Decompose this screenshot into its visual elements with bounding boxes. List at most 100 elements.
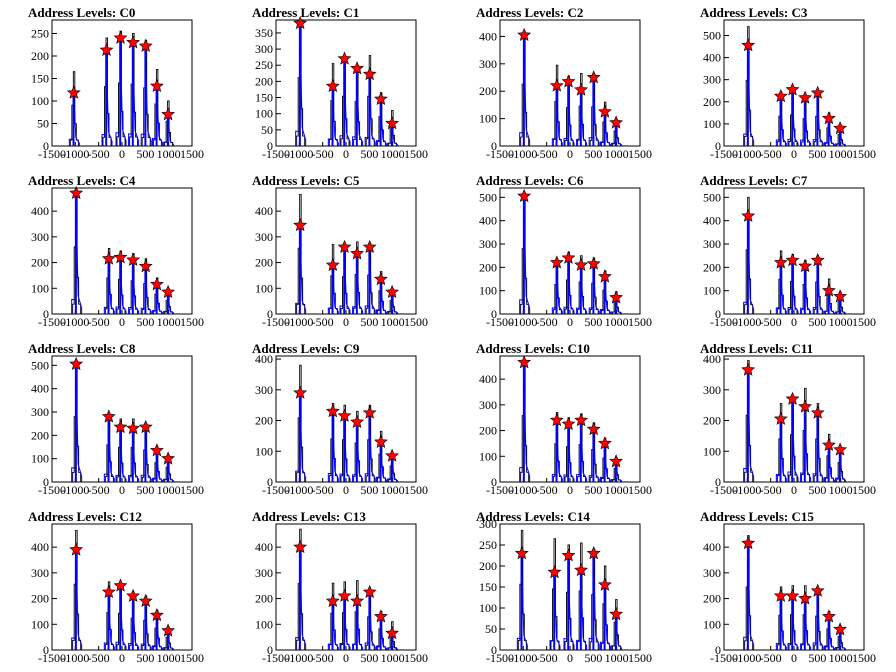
x-tick-label: 500 <box>360 483 378 497</box>
peak-marker <box>810 253 825 267</box>
chart-panel-7: Address Levels: C70100200300400500-1500-… <box>700 173 876 329</box>
x-tick-label: 0 <box>119 651 125 665</box>
peak-marker <box>798 399 813 413</box>
peak-marker <box>149 277 164 291</box>
x-tick-label: 1000 <box>829 651 853 665</box>
x-tick-label: 500 <box>808 651 826 665</box>
y-tick-label: 400 <box>255 540 273 554</box>
x-tick-label: 1000 <box>605 315 629 329</box>
histogram-trace <box>141 258 151 314</box>
histogram-trace <box>365 55 375 146</box>
chart-panel-4: Address Levels: C4 0 100 200 300 400 -1500-100… <box>28 173 204 329</box>
y-tick-label: 300 <box>703 73 721 87</box>
y-tick-label: 400 <box>255 352 273 366</box>
peak-marker <box>337 408 352 422</box>
y-tick-label: 300 <box>479 57 497 71</box>
y-tick-label: 0 <box>43 475 49 489</box>
x-tick-label: 0 <box>343 315 349 329</box>
x-tick-label: -1500 <box>486 483 514 497</box>
x-tick-label: 0 <box>567 147 573 161</box>
x-tick-label: -500 <box>536 483 558 497</box>
peak-marker <box>101 584 116 599</box>
peak-marker <box>126 421 141 435</box>
x-tick-label: 1000 <box>381 651 405 665</box>
peak-marker <box>609 115 624 129</box>
y-tick-label: 0 <box>491 643 497 657</box>
peak-marker <box>161 451 176 465</box>
x-tick-label: -1500 <box>38 147 66 161</box>
x-tick-label: 1000 <box>157 483 181 497</box>
x-tick-label: -1500 <box>710 315 738 329</box>
chart-panel-6: Address Levels: C60100200300400500-1500-… <box>476 173 652 329</box>
y-tick-label: 200 <box>31 49 49 63</box>
peak-marker <box>517 188 532 203</box>
histogram-trace <box>340 581 350 650</box>
x-tick-label: -1000 <box>285 651 313 665</box>
peak-marker <box>101 251 116 265</box>
histogram-trace <box>744 196 754 314</box>
x-tick-label: -500 <box>760 483 782 497</box>
peak-marker <box>385 448 400 462</box>
x-tick-label: 0 <box>567 315 573 329</box>
x-tick-label: -500 <box>312 483 334 497</box>
x-tick-label: -1000 <box>285 483 313 497</box>
y-tick-label: 400 <box>255 204 273 218</box>
peak-marker <box>561 548 576 562</box>
peak-marker <box>138 593 153 608</box>
y-tick-label: 100 <box>479 601 497 615</box>
x-tick-label: 1000 <box>157 651 181 665</box>
histogram-trace <box>296 528 306 650</box>
peak-marker <box>293 15 308 30</box>
x-tick-label: -500 <box>760 651 782 665</box>
y-tick-label: 400 <box>703 540 721 554</box>
peak-marker <box>586 256 601 270</box>
x-tick-label: 0 <box>791 651 797 665</box>
x-tick-label: 500 <box>136 147 154 161</box>
y-tick-label: 100 <box>479 112 497 126</box>
y-tick-label: 0 <box>491 307 497 321</box>
y-tick-label: 400 <box>479 372 497 386</box>
y-tick-label: 0 <box>267 307 273 321</box>
y-tick-label: 200 <box>255 74 273 88</box>
peak-marker <box>113 578 128 592</box>
x-tick-label: 1000 <box>605 651 629 665</box>
y-tick-label: 500 <box>703 190 721 204</box>
y-tick-label: 100 <box>703 284 721 298</box>
peak-marker <box>337 588 352 602</box>
y-tick-label: 250 <box>255 58 273 72</box>
histogram-trace <box>577 542 587 650</box>
x-tick-label: 1000 <box>381 147 405 161</box>
y-tick-label: 300 <box>703 566 721 580</box>
peak-marker <box>337 239 352 254</box>
histogram-trace <box>104 247 114 314</box>
x-tick-label: 0 <box>119 315 125 329</box>
x-tick-label: -1500 <box>38 483 66 497</box>
peak-marker <box>149 78 164 93</box>
chart-title: Address Levels: C0 <box>28 5 135 20</box>
peak-marker <box>66 85 81 99</box>
chart-title: Address Levels: C6 <box>476 173 584 188</box>
chart-panel-13: Address Levels: C13 0 100 200 300 400 -1500-10… <box>252 509 428 665</box>
y-tick-label: 200 <box>31 592 49 606</box>
histogram-trace <box>104 581 114 650</box>
chart-panel-8: Address Levels: C80100200300400500-1500-… <box>28 341 204 497</box>
chart-title: Address Levels: C9 <box>252 341 360 356</box>
x-tick-label: -500 <box>312 315 334 329</box>
peak-marker <box>126 35 141 49</box>
peak-marker <box>138 419 153 434</box>
peak-marker <box>350 593 365 608</box>
y-tick-label: 250 <box>479 538 497 552</box>
y-tick-label: 100 <box>31 617 49 631</box>
x-tick-label: -1500 <box>38 315 66 329</box>
histogram-trace <box>577 72 587 146</box>
x-tick-label: -1000 <box>733 147 761 161</box>
y-tick-label: 0 <box>715 139 721 153</box>
peak-marker <box>586 422 601 436</box>
peak-marker <box>373 272 388 286</box>
y-tick-label: 300 <box>479 398 497 412</box>
y-tick-label: 500 <box>703 28 721 42</box>
histogram-trace <box>353 410 363 482</box>
x-tick-label: 500 <box>360 651 378 665</box>
histogram-trace <box>69 71 79 146</box>
